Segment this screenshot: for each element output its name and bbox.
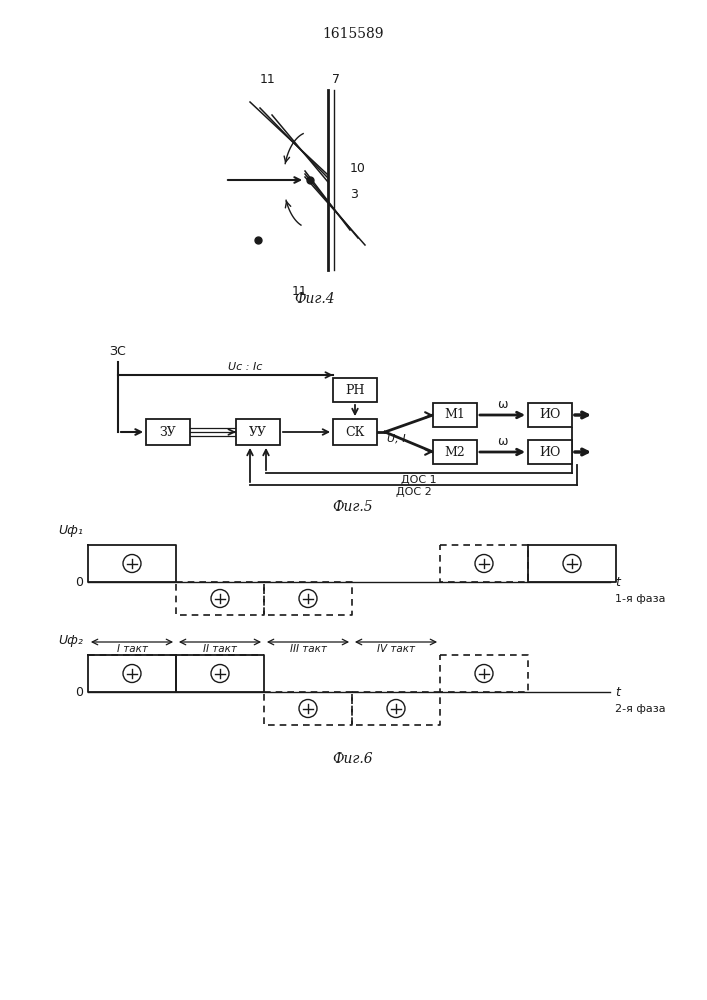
Text: IV такт: IV такт — [377, 644, 415, 654]
Text: Uс : Iс: Uс : Iс — [228, 362, 263, 372]
Text: Фиг.6: Фиг.6 — [333, 752, 373, 766]
Bar — [146, 419, 190, 445]
Bar — [528, 440, 572, 464]
Bar — [528, 403, 572, 427]
Text: М2: М2 — [445, 446, 465, 458]
Text: ЗУ: ЗУ — [160, 426, 176, 438]
Text: 0: 0 — [75, 576, 83, 588]
Text: 10: 10 — [350, 161, 366, 174]
Text: ω: ω — [497, 398, 508, 411]
Bar — [333, 378, 377, 402]
Text: СК: СК — [345, 426, 365, 438]
Text: U; I: U; I — [387, 434, 406, 444]
Text: Uф₁: Uф₁ — [58, 524, 83, 537]
Bar — [433, 440, 477, 464]
Text: 11: 11 — [292, 285, 308, 298]
Text: М1: М1 — [445, 408, 465, 422]
Text: ИО: ИО — [539, 446, 561, 458]
Text: t: t — [615, 576, 620, 588]
Text: I такт: I такт — [117, 644, 148, 654]
Text: 1-я фаза: 1-я фаза — [615, 593, 665, 603]
Text: 7: 7 — [332, 73, 340, 86]
Text: 0: 0 — [75, 686, 83, 698]
Text: II такт: II такт — [203, 644, 237, 654]
Text: ω: ω — [497, 435, 508, 448]
Text: t: t — [615, 686, 620, 698]
Text: УУ: УУ — [249, 426, 267, 438]
Text: 2-я фаза: 2-я фаза — [615, 704, 665, 714]
Text: ДОС 1: ДОС 1 — [401, 475, 437, 485]
Text: РН: РН — [345, 383, 365, 396]
Text: ДОС 2: ДОС 2 — [396, 487, 431, 497]
Text: 3: 3 — [350, 188, 358, 202]
Bar — [433, 403, 477, 427]
Text: ЗС: ЗС — [110, 345, 127, 358]
Text: ИО: ИО — [539, 408, 561, 422]
Text: III такт: III такт — [290, 644, 327, 654]
Bar — [236, 419, 280, 445]
Bar — [333, 419, 377, 445]
Text: 1615589: 1615589 — [322, 27, 384, 41]
Text: 11: 11 — [260, 73, 276, 86]
Text: Фиг.5: Фиг.5 — [333, 500, 373, 514]
Text: Фиг.4: Фиг.4 — [295, 292, 335, 306]
Text: Uф₂: Uф₂ — [58, 634, 83, 647]
